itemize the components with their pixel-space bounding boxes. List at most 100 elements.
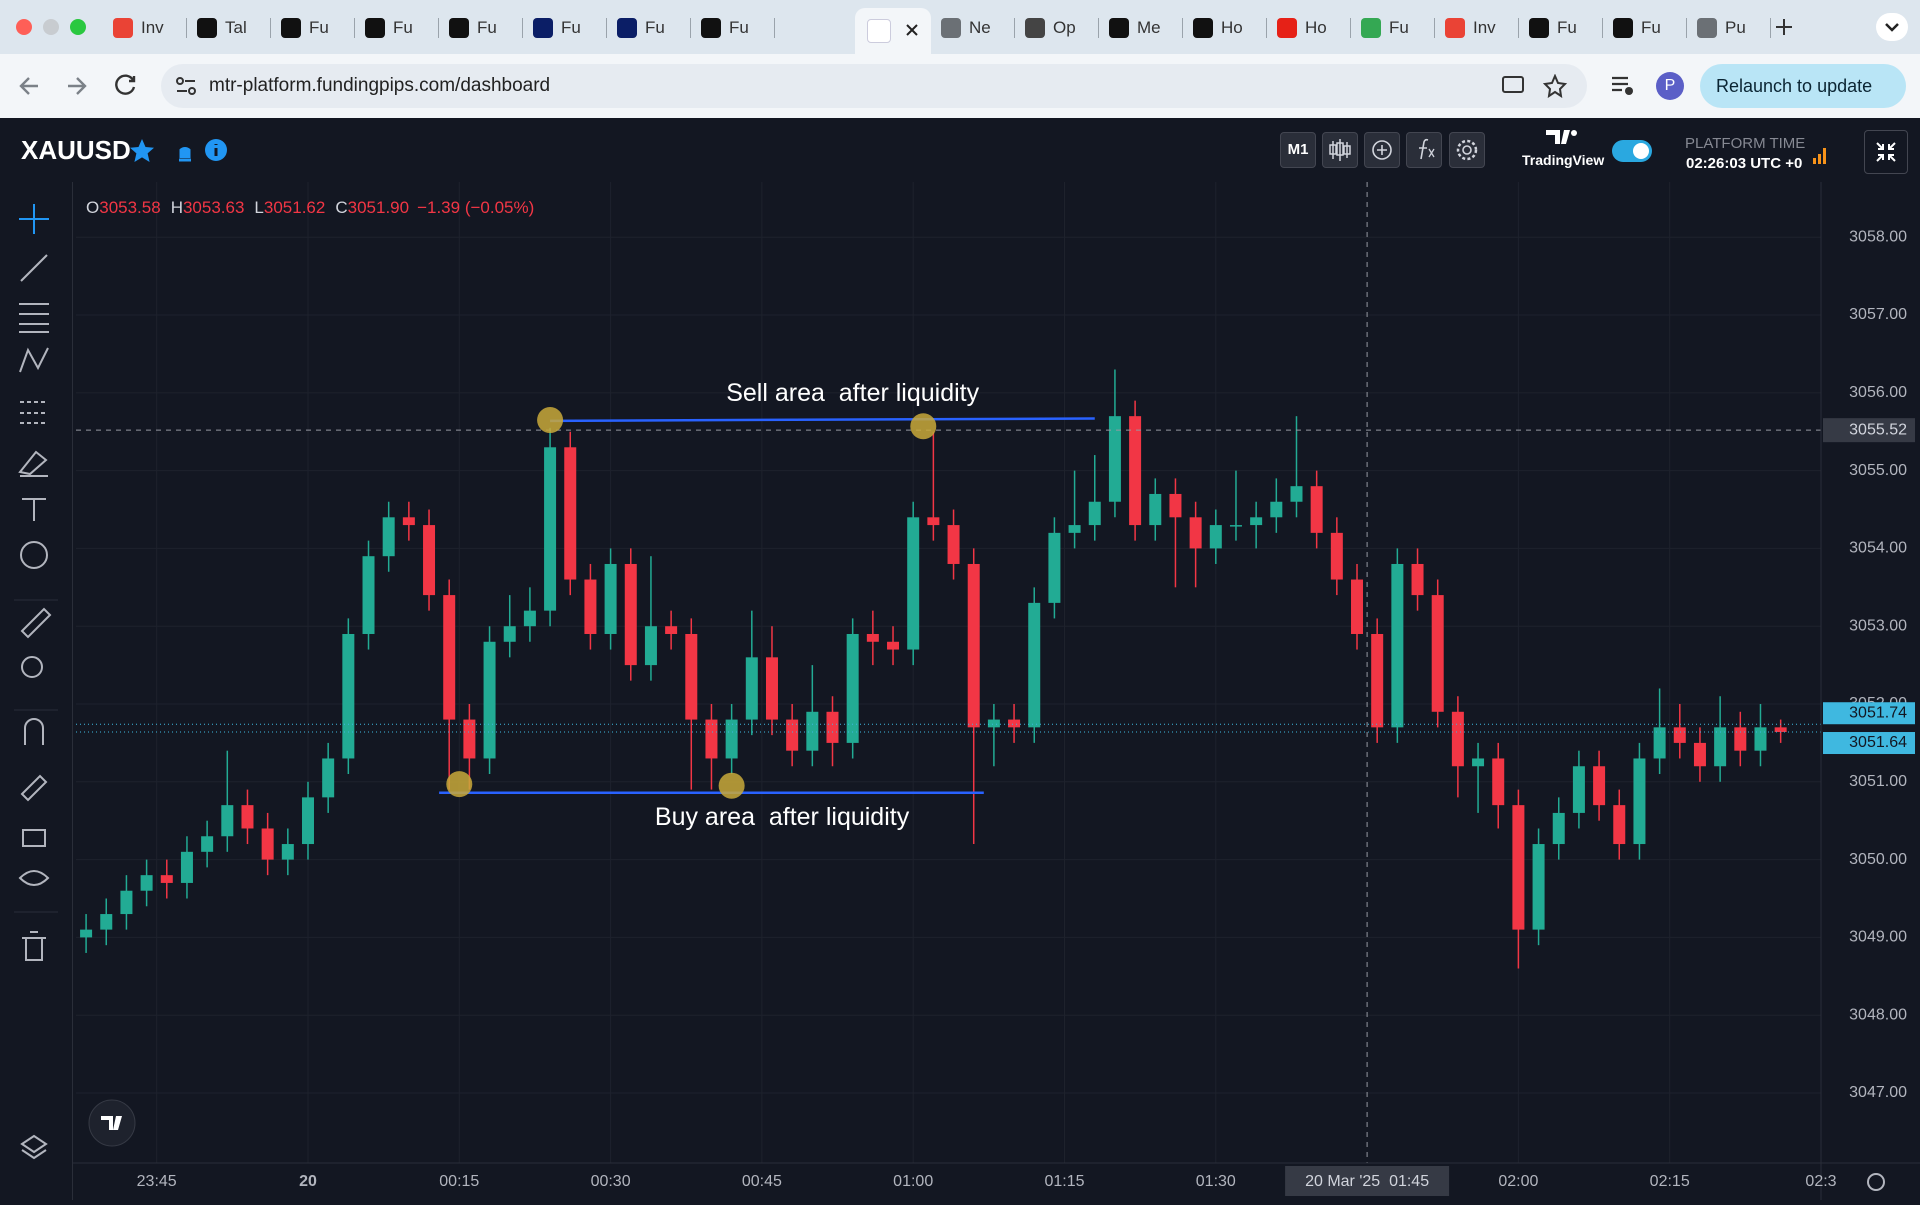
candle-body <box>1310 486 1323 533</box>
tab[interactable]: Pu <box>1687 8 1771 48</box>
tab[interactable]: Ne <box>931 8 1015 48</box>
lock-drawing-tool[interactable] <box>20 774 48 802</box>
symbol[interactable]: XAUUSD <box>21 135 131 165</box>
measure-tool[interactable] <box>20 607 52 639</box>
reload[interactable] <box>115 74 136 95</box>
x-tick-label: 02:00 <box>1498 1173 1538 1190</box>
x-tick-label: 00:45 <box>742 1173 782 1190</box>
profile-avatar[interactable]: P <box>1656 72 1684 100</box>
tab[interactable]: Fu <box>355 8 439 48</box>
fib-tool[interactable] <box>19 303 49 333</box>
tab-separator <box>1686 18 1687 38</box>
price-label-box <box>1823 702 1915 725</box>
close-window[interactable] <box>16 19 32 35</box>
crosshair-tool[interactable] <box>19 204 49 234</box>
text-tool[interactable] <box>22 498 46 521</box>
brush-tool[interactable] <box>18 450 48 477</box>
tab-title: Ne <box>969 18 991 37</box>
tab-search[interactable] <box>1876 13 1908 41</box>
tab[interactable]: Ho <box>1267 8 1351 48</box>
alerts[interactable] <box>179 147 191 163</box>
install[interactable] <box>1502 76 1524 93</box>
candle-body <box>1068 525 1081 533</box>
icon-tool[interactable] <box>20 541 48 569</box>
tab[interactable]: Inv <box>1435 8 1519 48</box>
platform-time: 02:26:03 UTC +0 <box>1686 155 1803 172</box>
axis-settings[interactable] <box>1867 1173 1885 1191</box>
tab-icon <box>1109 18 1129 38</box>
candle-body <box>927 517 940 526</box>
y-tick-label: 3058.00 <box>1849 228 1907 245</box>
forecast-tool[interactable] <box>20 401 48 424</box>
tab-separator <box>1770 18 1771 38</box>
tab-separator <box>1182 18 1183 38</box>
tool-icons <box>14 204 58 1160</box>
address-bar-row: mtr-platform.fundingpips.com/dashboard P… <box>0 54 1920 118</box>
compare-button[interactable] <box>1364 132 1400 168</box>
forward[interactable] <box>68 77 87 95</box>
candle-body <box>1209 525 1222 549</box>
tab-title: Fu <box>645 18 665 37</box>
zoom-tool[interactable] <box>21 656 43 678</box>
tab-icon <box>1361 18 1381 38</box>
tab[interactable]: Fu <box>439 8 523 48</box>
candle-body <box>1371 633 1384 728</box>
tab[interactable]: Fu <box>607 8 691 48</box>
tab[interactable]: Ho <box>1183 8 1267 48</box>
media-control[interactable] <box>1610 74 1636 98</box>
tab[interactable]: Fu <box>523 8 607 48</box>
tab[interactable]: Me <box>1099 8 1183 48</box>
minimize-window[interactable] <box>43 19 59 35</box>
interval-button[interactable]: M1 <box>1280 132 1316 168</box>
tab[interactable]: Tal <box>187 8 271 48</box>
bookmark[interactable] <box>1542 74 1568 98</box>
crosshair-time: 20 Mar '25 01:45 <box>1305 1173 1429 1190</box>
tab[interactable]: Op <box>1015 8 1099 48</box>
platform-time-label: PLATFORM TIME <box>1685 135 1806 152</box>
visibility-tool[interactable] <box>18 870 50 886</box>
pattern-tool[interactable] <box>19 347 49 373</box>
indicators-button[interactable] <box>1406 132 1442 168</box>
status-value: 3053.63 <box>182 198 245 217</box>
tab-icon <box>1025 18 1045 38</box>
maximize-window[interactable] <box>70 19 86 35</box>
settings-button[interactable] <box>1449 132 1485 168</box>
tab[interactable]: Fu <box>1519 8 1603 48</box>
tab[interactable]: Fu <box>1351 8 1435 48</box>
tab-separator <box>1518 18 1519 38</box>
tab-title: Fu <box>1557 18 1577 37</box>
fullscreen-button[interactable] <box>1864 130 1908 174</box>
new-tab[interactable] <box>1772 15 1796 39</box>
chart-type-button[interactable] <box>1322 132 1358 168</box>
active-tab[interactable] <box>855 8 931 54</box>
object-tree[interactable] <box>20 1134 48 1160</box>
candle-body <box>544 447 557 611</box>
favorite[interactable] <box>130 139 154 162</box>
candle-body <box>1189 517 1202 549</box>
tab[interactable]: Fu <box>691 8 775 48</box>
nav-buttons <box>19 74 136 95</box>
omnibox[interactable]: mtr-platform.fundingpips.com/dashboard <box>161 64 1587 108</box>
relaunch-button[interactable]: Relaunch to update <box>1700 64 1906 108</box>
delete-tool[interactable] <box>22 931 46 961</box>
candle-body <box>1593 766 1606 806</box>
trend-line-tool[interactable] <box>20 254 48 282</box>
toggle[interactable] <box>1612 140 1652 162</box>
candle-body <box>1008 719 1021 728</box>
magnet-tool[interactable] <box>24 718 44 745</box>
close-tab[interactable] <box>903 21 921 39</box>
tab[interactable]: Inv <box>103 8 187 48</box>
status-value: 3053.58 <box>99 198 161 217</box>
tab[interactable]: Fu <box>271 8 355 48</box>
tab[interactable]: Fu <box>1603 8 1687 48</box>
site-info[interactable] <box>175 76 197 96</box>
chart: Sell area after liquidity Buy area after … <box>73 182 1920 1200</box>
lock-tool[interactable] <box>22 829 46 847</box>
tab-separator <box>354 18 355 38</box>
back[interactable] <box>19 77 38 95</box>
tab-title: Ho <box>1221 18 1243 37</box>
candle-body <box>765 657 778 720</box>
tab-title: Fu <box>393 18 413 37</box>
status-key: C <box>335 198 348 217</box>
